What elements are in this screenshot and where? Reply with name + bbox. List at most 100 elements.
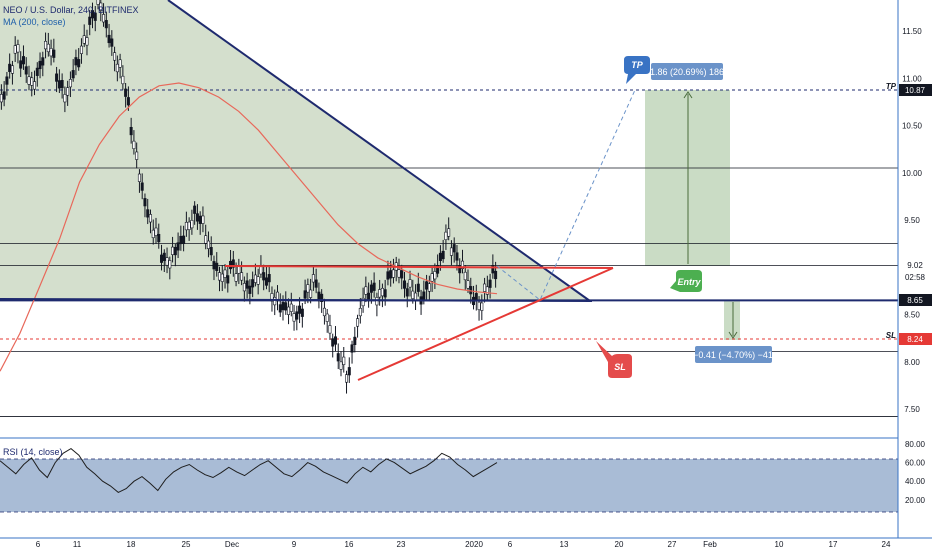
candle-body [438, 252, 442, 262]
entry-callout[interactable] [670, 270, 702, 292]
candle-body [336, 353, 340, 362]
time-tick-label: 20 [615, 540, 624, 549]
candle-body [270, 293, 274, 302]
candle-body [422, 291, 426, 300]
time-axis-ticks: 6 11 18 25 Dec 9 16 23 2020 6 13 20 27 Feb 10 17 24 [36, 540, 891, 549]
candle-body [140, 182, 144, 191]
time-tick-label: 27 [668, 540, 677, 549]
candle-body [369, 284, 373, 293]
candle-body [436, 265, 440, 274]
ascending-support-line[interactable] [357, 267, 614, 381]
price-tick-label: 7.50 [904, 405, 920, 414]
price-tick-label: 10.00 [902, 169, 923, 178]
price-marker-label: 10.87 [905, 86, 926, 95]
price-marker-label: 9.02 [907, 261, 923, 270]
time-tick-label: 17 [829, 540, 838, 549]
candle-body [204, 235, 208, 244]
candle-body [458, 265, 462, 274]
candle-body [118, 59, 122, 68]
time-tick-label: 6 [508, 540, 513, 549]
candle-body [264, 277, 268, 286]
rsi-line [0, 447, 498, 493]
candle-body [292, 313, 296, 322]
candle-body [90, 10, 94, 19]
time-tick-label: 6 [36, 540, 41, 549]
time-tick-label: 2020 [465, 540, 483, 549]
price-tick-label: 11.00 [902, 74, 922, 83]
candle-body [206, 240, 210, 249]
candle-body [494, 270, 498, 280]
price-tick-label: 10.50 [902, 122, 923, 131]
candle-body [35, 67, 39, 76]
descending-trendline[interactable] [167, 0, 591, 302]
candle-body [322, 307, 326, 317]
tp-callout-label: TP [631, 60, 643, 70]
candle-body [256, 276, 260, 285]
candle-body [449, 247, 453, 256]
candle-body [380, 287, 384, 297]
candle-body [66, 87, 70, 96]
candle-body [19, 60, 23, 69]
time-tick-label: Feb [703, 540, 717, 549]
candle-body [63, 94, 67, 103]
tp-arrow-head [683, 91, 693, 99]
candle-body [242, 283, 246, 292]
candle-body [289, 303, 293, 312]
candle-body [488, 279, 492, 288]
candle-body [30, 77, 34, 86]
candle-body [300, 308, 304, 317]
candle-body [234, 273, 238, 282]
candle-body [262, 272, 266, 281]
candle-body [88, 16, 92, 25]
time-tick-label: 10 [775, 540, 784, 549]
candle-body [485, 286, 489, 295]
candle-body [345, 374, 349, 383]
candle-body [126, 97, 130, 106]
tp-callout[interactable] [624, 56, 650, 84]
candle-body [378, 289, 382, 298]
candle-body [333, 336, 337, 345]
candle-body [259, 266, 263, 275]
candle-body [231, 259, 235, 268]
candle-body [146, 209, 150, 218]
sl-loss-zone [724, 300, 740, 340]
candle-body [157, 233, 161, 243]
candle-body [311, 274, 315, 283]
long-position-box[interactable] [651, 63, 723, 80]
time-axis[interactable] [0, 538, 932, 550]
short-position-box[interactable] [695, 346, 772, 363]
triangle-base-line[interactable] [0, 298, 593, 302]
candle-body [447, 228, 451, 237]
candle-body [143, 198, 147, 207]
candle-body [168, 260, 172, 269]
sl-callout[interactable] [596, 341, 632, 378]
candle-body [267, 274, 271, 283]
candle-body [209, 247, 213, 256]
candle-body [245, 280, 249, 289]
time-tick-label: 9 [292, 540, 297, 549]
candle-body [132, 140, 136, 150]
candle-body [104, 20, 108, 29]
price-marker-bg [899, 259, 932, 271]
candle-body [71, 70, 75, 79]
candle-body [27, 76, 31, 85]
candle-body [52, 49, 56, 58]
candle-body [411, 290, 415, 299]
price-marker-label: 8.24 [907, 335, 923, 344]
candle-body [253, 274, 257, 283]
candle-body [212, 261, 216, 270]
candle-body [193, 205, 197, 214]
candle-body [110, 38, 114, 47]
price-tick-label: 9.50 [904, 216, 920, 225]
candle-body [275, 291, 279, 300]
price-marker-bg [899, 271, 932, 283]
candle-body [121, 75, 125, 85]
candle-body [251, 279, 255, 288]
resistance-line[interactable] [224, 265, 614, 269]
candle-body [405, 288, 409, 297]
candle-body [13, 45, 17, 54]
rsi-pane[interactable]: RSI (14, close) [0, 447, 898, 513]
candle-body [107, 34, 111, 44]
candle-body [278, 304, 282, 313]
